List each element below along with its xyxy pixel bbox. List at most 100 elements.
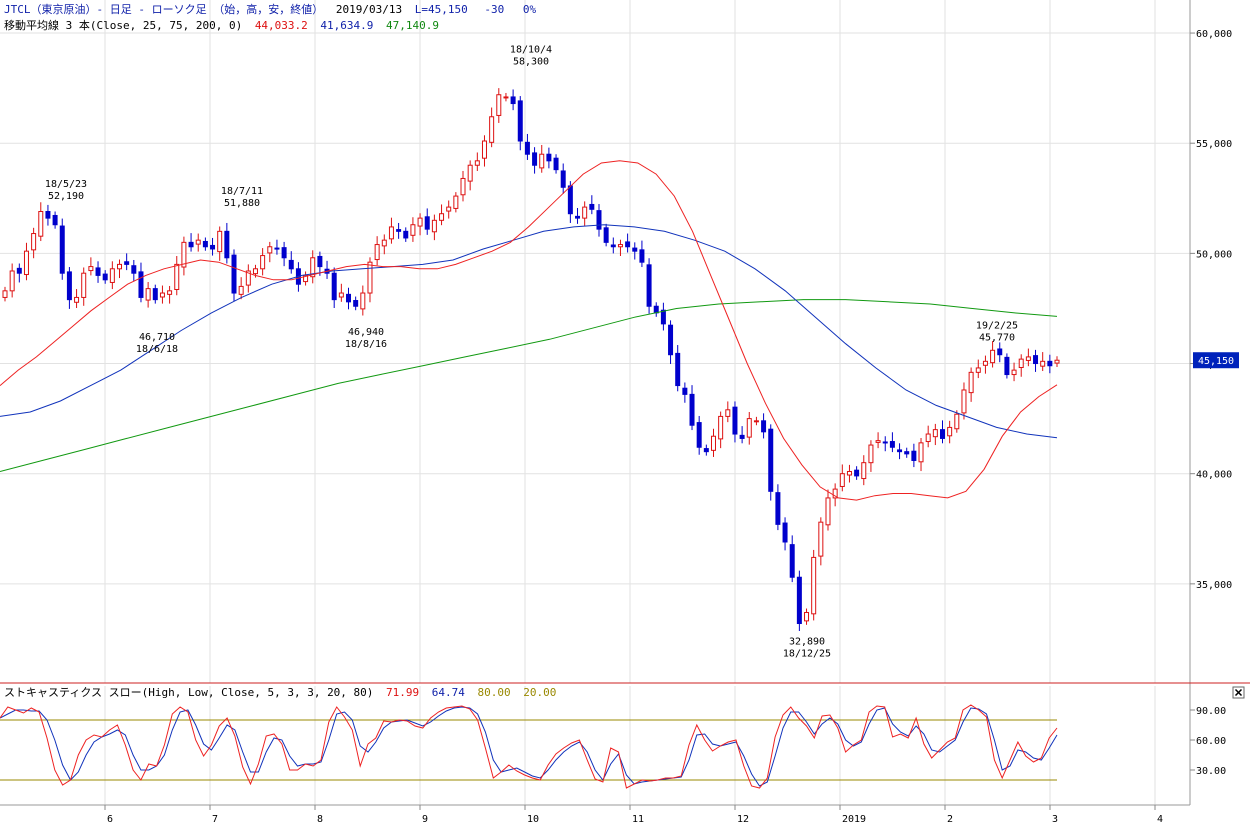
candle-up	[439, 213, 445, 221]
candle-down	[1033, 355, 1039, 365]
annotation-date: 18/7/11	[221, 186, 263, 197]
date-tick-label: 12	[737, 814, 749, 825]
ma75-line	[0, 224, 1058, 439]
candle-up	[710, 435, 716, 451]
candle-down	[1004, 356, 1010, 376]
price-grid	[0, 0, 1190, 683]
candle-down	[646, 264, 652, 307]
candle-up	[725, 409, 731, 417]
candle-down	[610, 244, 616, 248]
candle-up	[467, 164, 473, 182]
candle-up	[410, 224, 416, 236]
candle-up	[617, 244, 623, 248]
candle-down	[52, 214, 58, 226]
annotation-date: 18/8/16	[345, 339, 387, 350]
candle-up	[875, 440, 881, 443]
candle-down	[703, 448, 709, 453]
candle-up	[303, 274, 309, 283]
date-tick-label: 9	[422, 814, 428, 825]
candle-up	[746, 418, 752, 438]
stoch-grid	[104, 686, 1156, 805]
candle-down	[403, 230, 409, 239]
stoch-tick-label: 60.00	[1196, 736, 1226, 747]
candle-up	[310, 257, 316, 278]
candle-up	[109, 268, 115, 283]
candle-up	[453, 195, 459, 209]
candle-up	[267, 246, 273, 254]
annotation-value: 32,890	[789, 636, 825, 647]
candle-up	[195, 239, 201, 245]
candle-up	[388, 226, 394, 240]
candle-up	[38, 211, 44, 237]
candle-up	[918, 442, 924, 463]
candle-up	[238, 285, 244, 295]
candle-down	[317, 255, 323, 268]
candle-down	[682, 387, 688, 395]
candle-down	[546, 153, 552, 162]
candle-up	[1018, 358, 1024, 368]
candle-up	[9, 270, 15, 292]
annotation-value: 46,940	[348, 327, 384, 338]
stoch-upper-value: 80.00	[477, 686, 511, 699]
annotation-value: 58,300	[513, 57, 549, 68]
candle-down	[796, 576, 802, 625]
candle-up	[23, 250, 29, 276]
stoch-legend: ストキャスティクス スロー(High, Low, Close, 5, 3, 3,…	[4, 686, 562, 700]
candle-up	[539, 153, 545, 169]
candle-up	[839, 473, 845, 487]
candle-down	[596, 210, 602, 230]
close-panel-button[interactable]	[1232, 686, 1245, 699]
price-change-pct: 0%	[522, 3, 537, 16]
date-tick-label: 8	[317, 814, 323, 825]
stoch-lower-value: 20.00	[523, 686, 557, 699]
candle-down	[939, 429, 945, 439]
candle-down	[732, 406, 738, 435]
candle-down	[45, 211, 51, 219]
annotation-date: 18/6/18	[136, 344, 178, 355]
candle-up	[181, 241, 187, 268]
candle-up	[961, 389, 967, 414]
candle-down	[288, 259, 294, 270]
candle-up	[932, 429, 938, 438]
candle-down	[281, 247, 287, 259]
candle-up	[846, 470, 852, 476]
candle-up	[489, 116, 495, 143]
candle-up	[811, 556, 817, 615]
last-price: L=45,150	[414, 3, 468, 16]
annotation-value: 52,190	[48, 191, 84, 202]
annotation-date: 18/5/23	[45, 179, 87, 190]
chart-title: JTCL（東京原油）- 日足 - ローソク足 （始，高，安，終値）	[4, 3, 324, 16]
stoch-label: ストキャスティクス スロー(High, Low, Close, 5, 3, 3,…	[4, 686, 374, 699]
price-change: -30	[484, 3, 505, 16]
stoch-k-line	[0, 704, 1058, 789]
date-tick-label: 6	[107, 814, 113, 825]
candle-down	[575, 215, 581, 219]
candle-down	[210, 244, 216, 250]
candle-down	[353, 300, 359, 307]
candle-down	[904, 451, 910, 455]
candle-up	[582, 206, 588, 219]
close-icon	[1234, 688, 1243, 697]
candle-up	[1040, 360, 1046, 367]
candle-down	[689, 393, 695, 426]
candle-up	[417, 217, 423, 227]
candle-down	[517, 100, 523, 142]
ma200-value: 47,140.9	[386, 19, 440, 32]
chart-header: JTCL（東京原油）- 日足 - ローソク足 （始，高，安，終値） 2019/0…	[4, 3, 542, 17]
candle-up	[1011, 369, 1017, 376]
candle-up	[167, 290, 173, 295]
candle-down	[625, 241, 631, 248]
candle-down	[632, 247, 638, 252]
last-price-box-label: 45,150	[1198, 356, 1234, 367]
candle-up	[975, 367, 981, 373]
annotation-value: 46,710	[139, 332, 175, 343]
candle-down	[854, 469, 860, 477]
annotation-date: 18/10/4	[510, 45, 552, 56]
candle-up	[496, 94, 502, 116]
ma75-value: 41,634.9	[320, 19, 374, 32]
candle-down	[603, 227, 609, 243]
candle-up	[260, 255, 266, 270]
